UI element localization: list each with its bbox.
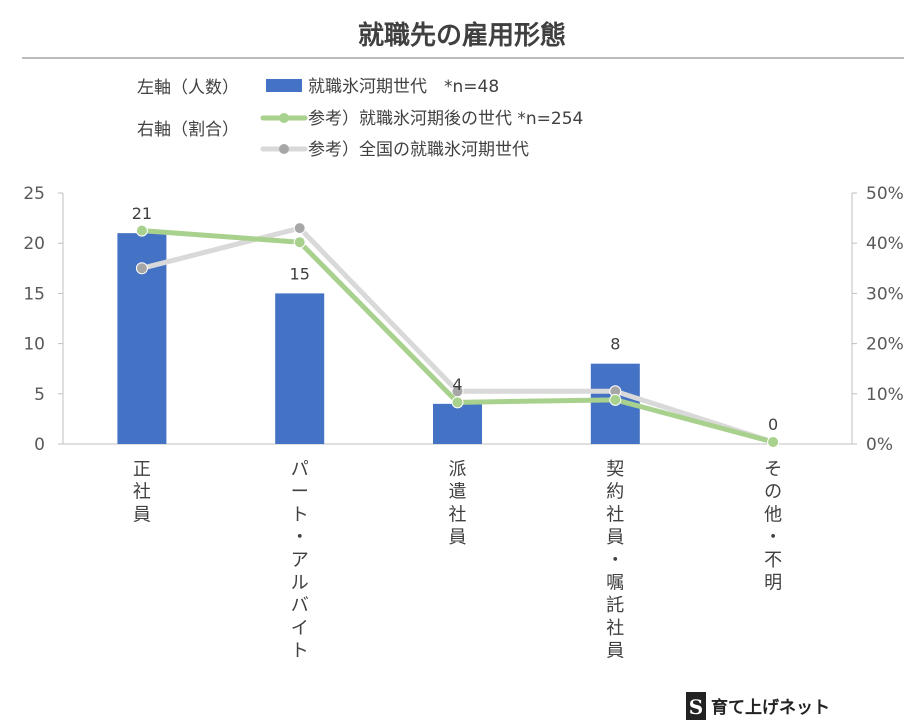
right-axis-caption: 右軸（割合） bbox=[137, 120, 239, 140]
bar-value-label: 8 bbox=[610, 335, 620, 354]
legend-entry: 参考）全国の就職氷河期世代 bbox=[308, 140, 529, 160]
left-tick-label: 10 bbox=[23, 335, 45, 355]
left-tick-label: 5 bbox=[34, 385, 45, 405]
bar-value-label: 21 bbox=[132, 204, 152, 223]
series-point bbox=[135, 224, 148, 237]
brand-logo-mark bbox=[686, 692, 706, 720]
bar bbox=[275, 293, 325, 444]
chart-title: 就職先の雇用形態 bbox=[358, 20, 566, 51]
series-point bbox=[767, 435, 780, 448]
legend-swatch-bar bbox=[266, 79, 302, 92]
category-label: その他・不明 bbox=[764, 459, 782, 594]
legend-swatch-marker bbox=[279, 144, 289, 154]
series-point bbox=[135, 262, 148, 275]
legend-swatch-marker bbox=[279, 113, 289, 123]
legend-entry: 参考）就職氷河期後の世代 *n=254 bbox=[308, 109, 583, 129]
brand-name: 育て上げネット bbox=[711, 697, 830, 718]
left-axis-caption: 左軸（人数） bbox=[137, 78, 239, 98]
bar-value-label: 0 bbox=[768, 415, 778, 434]
bar-value-label: 4 bbox=[452, 375, 462, 394]
left-tick-label: 20 bbox=[23, 234, 45, 254]
category-label: 派遣社員 bbox=[449, 459, 467, 548]
series-point bbox=[293, 236, 306, 249]
bar-value-label: 15 bbox=[290, 264, 310, 283]
right-tick-label: 50% bbox=[866, 184, 904, 204]
data-labels: 21 15 4 8 0 bbox=[132, 204, 778, 434]
right-tick-label: 10% bbox=[866, 385, 904, 405]
series-point bbox=[451, 396, 464, 409]
category-label: 契約社員・嘱託社員 bbox=[606, 459, 624, 662]
left-tick-label: 25 bbox=[23, 184, 45, 204]
left-tick-label: 15 bbox=[23, 284, 45, 304]
series-point bbox=[609, 393, 622, 406]
right-tick-label: 40% bbox=[866, 234, 904, 254]
bar bbox=[433, 403, 482, 444]
category-label: 正社員 bbox=[133, 459, 151, 525]
brand-logo: S 育て上げネット bbox=[686, 692, 830, 720]
right-tick-label: 30% bbox=[866, 284, 904, 304]
right-tick-label: 20% bbox=[866, 335, 904, 355]
left-tick-label: 0 bbox=[34, 435, 45, 455]
right-tick-label: 0% bbox=[866, 435, 893, 455]
legend-entry: 就職氷河期世代 *n=48 bbox=[308, 77, 499, 97]
category-labels: 正社員 パート・アルバイト 派遣社員 契約社員・嘱託社員 その他・不明 bbox=[133, 459, 782, 662]
lines bbox=[135, 222, 780, 448]
legend: 就職氷河期世代 *n=48 参考）就職氷河期後の世代 *n=254 参考）全国の就職… bbox=[260, 77, 583, 160]
bars bbox=[117, 233, 640, 444]
brand-logo-letter: S bbox=[689, 695, 703, 719]
category-label: パート・アルバイト bbox=[291, 459, 309, 662]
series-point bbox=[293, 222, 306, 235]
